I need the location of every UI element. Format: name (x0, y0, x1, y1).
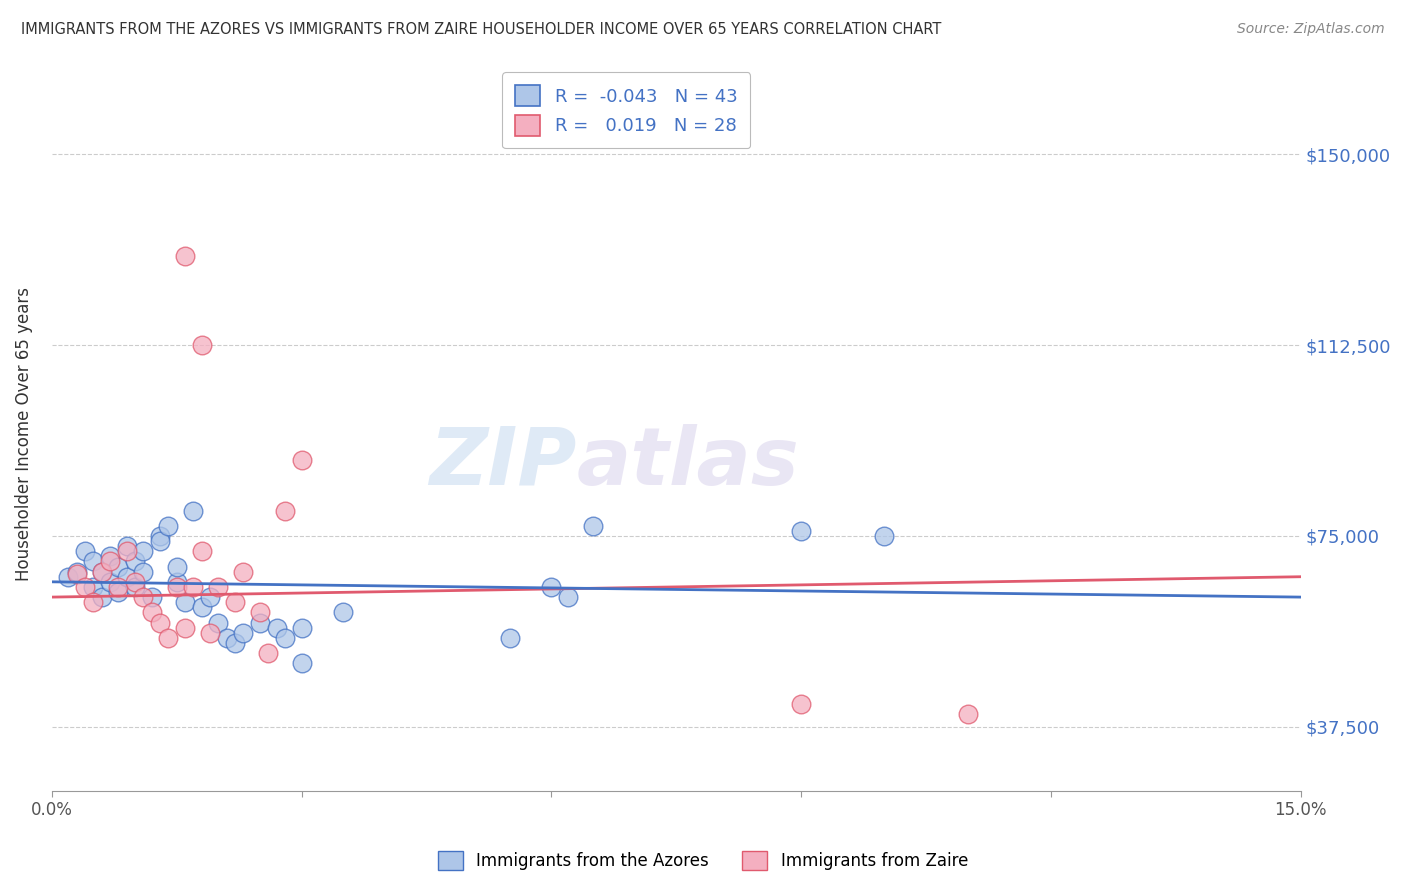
Point (557, 590, 579, 604)
Point (790, 697, 813, 711)
Point (107, 559, 129, 574)
Legend: Immigrants from the Azores, Immigrants from Zaire: Immigrants from the Azores, Immigrants f… (432, 844, 974, 877)
Point (224, 636, 246, 650)
Point (174, 595, 197, 609)
Text: ZIP: ZIP (429, 424, 576, 501)
Text: atlas: atlas (576, 424, 799, 501)
Point (98, 574, 121, 589)
Legend: R =  -0.043   N = 43, R =   0.019   N = 28: R = -0.043 N = 43, R = 0.019 N = 28 (502, 72, 751, 148)
Point (149, 529, 172, 543)
Point (66, 565, 89, 579)
Point (149, 534, 172, 549)
Point (115, 570, 138, 584)
Point (290, 452, 312, 467)
Point (181, 503, 204, 517)
Point (582, 518, 605, 533)
Point (207, 580, 229, 594)
Point (98, 554, 121, 568)
Point (124, 574, 146, 589)
Point (157, 631, 180, 645)
Text: IMMIGRANTS FROM THE AZORES VS IMMIGRANTS FROM ZAIRE HOUSEHOLDER INCOME OVER 65 Y: IMMIGRANTS FROM THE AZORES VS IMMIGRANTS… (21, 22, 942, 37)
Point (215, 631, 238, 645)
Point (90, 565, 112, 579)
Point (174, 249, 197, 263)
Point (249, 615, 271, 630)
Point (249, 606, 271, 620)
Point (166, 580, 188, 594)
Point (82, 580, 104, 594)
Point (124, 554, 146, 568)
Point (540, 580, 562, 594)
Point (790, 524, 813, 538)
Point (290, 621, 312, 635)
Point (274, 503, 297, 517)
Point (107, 585, 129, 599)
Point (107, 580, 129, 594)
Point (232, 565, 254, 579)
Point (198, 625, 221, 640)
Point (174, 621, 197, 635)
Point (141, 606, 163, 620)
Point (149, 615, 172, 630)
Text: Source: ZipAtlas.com: Source: ZipAtlas.com (1237, 22, 1385, 37)
Point (873, 529, 896, 543)
Y-axis label: Householder Income Over 65 years: Householder Income Over 65 years (15, 287, 32, 582)
Point (181, 580, 204, 594)
Point (198, 590, 221, 604)
Point (190, 338, 212, 352)
Point (190, 600, 212, 615)
Point (132, 565, 155, 579)
Point (90, 590, 112, 604)
Point (332, 606, 354, 620)
Point (58, 570, 80, 584)
Point (66, 567, 89, 582)
Point (266, 621, 288, 635)
Point (90, 565, 112, 579)
Point (956, 707, 979, 722)
Point (132, 544, 155, 558)
Point (157, 518, 180, 533)
Point (232, 625, 254, 640)
Point (290, 657, 312, 671)
Point (132, 590, 155, 604)
Point (166, 559, 188, 574)
Point (115, 544, 138, 558)
Point (115, 539, 138, 553)
Point (166, 574, 188, 589)
Point (257, 646, 280, 660)
Point (82, 554, 104, 568)
Point (190, 544, 212, 558)
Point (73, 580, 96, 594)
Point (224, 595, 246, 609)
Point (98, 549, 121, 564)
Point (274, 631, 297, 645)
Point (207, 615, 229, 630)
Point (73, 544, 96, 558)
Point (124, 580, 146, 594)
Point (141, 590, 163, 604)
Point (499, 631, 522, 645)
Point (82, 595, 104, 609)
